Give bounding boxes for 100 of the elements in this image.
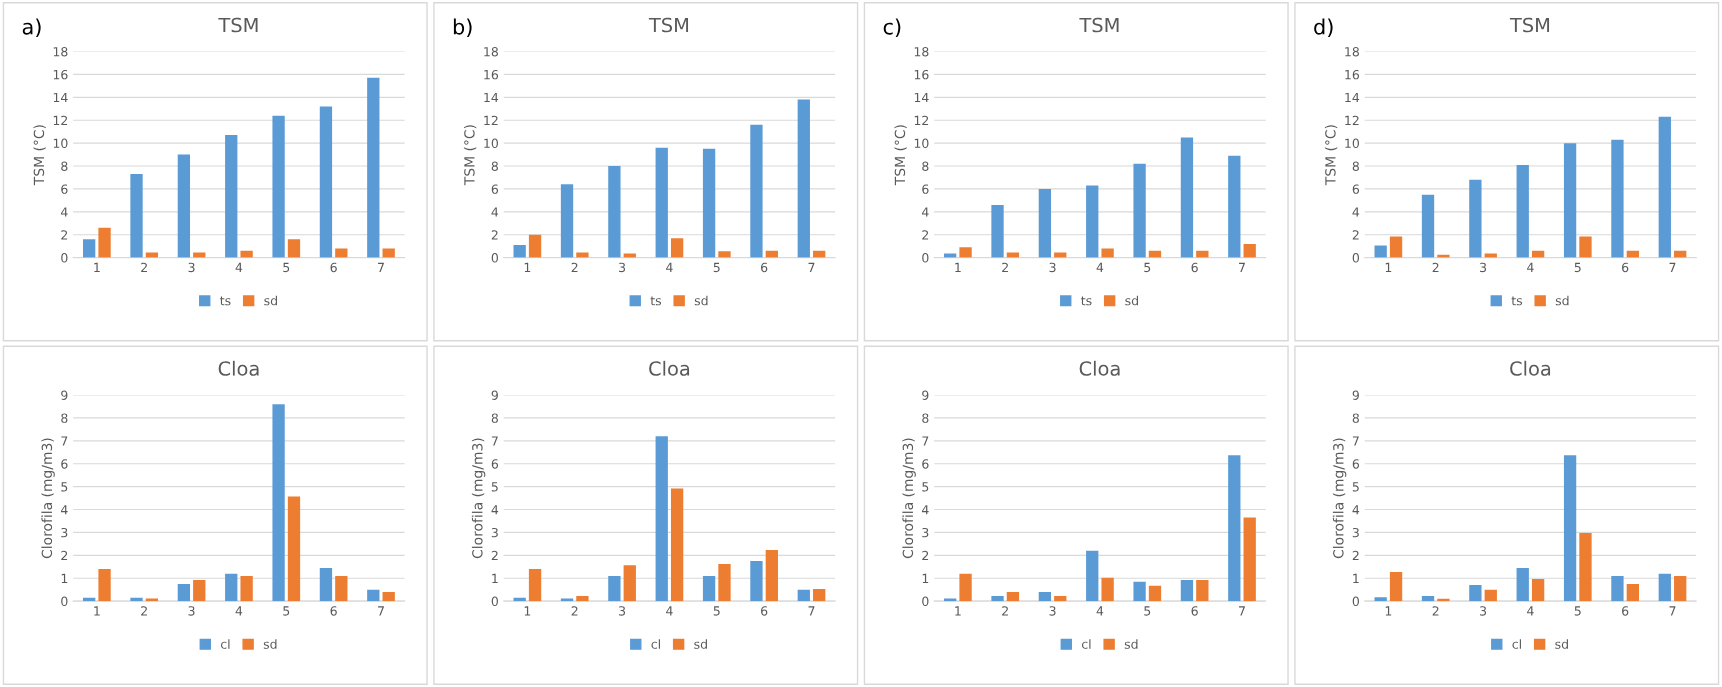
bar	[1006, 591, 1020, 602]
x-tick-label: 7	[1669, 606, 1676, 616]
y-tick-label: 2	[491, 550, 498, 561]
y-tick-label: 3	[491, 527, 498, 538]
bar	[145, 252, 159, 258]
x-tick-label: 6	[1191, 262, 1198, 273]
y-tick-label: 0	[491, 253, 498, 263]
bar	[1243, 517, 1256, 602]
bar	[1469, 179, 1482, 258]
bar	[225, 573, 238, 602]
y-tick-label: 2	[1352, 550, 1359, 561]
bar	[272, 115, 285, 258]
x-tick-label: 3	[619, 262, 626, 273]
x-tick-label: 1	[1385, 262, 1392, 272]
bar	[335, 575, 348, 602]
legend-label: ts	[1511, 296, 1523, 306]
y-tick-label: 16	[914, 69, 929, 80]
bar	[240, 250, 253, 258]
bar	[1101, 577, 1114, 602]
bar	[319, 567, 333, 602]
x-tick-label: 5	[713, 262, 720, 273]
bar	[1101, 248, 1114, 258]
bar	[193, 252, 206, 258]
y-tick-label: 0	[491, 596, 498, 607]
y-tick-label: 4	[491, 505, 499, 515]
y-tick-label: 8	[1352, 413, 1359, 423]
bar	[1054, 596, 1067, 602]
bar	[1180, 580, 1194, 602]
bar	[367, 77, 380, 258]
bar	[560, 598, 574, 602]
bar	[528, 569, 542, 602]
bar	[944, 598, 957, 602]
chart-title: TSM	[1079, 17, 1119, 33]
bar	[513, 245, 526, 258]
bar	[272, 404, 285, 602]
y-axis-title: TSM (°C)	[1324, 125, 1338, 186]
legend-label: ts	[650, 296, 662, 306]
bar	[1374, 597, 1387, 602]
y-tick-label: 1	[492, 573, 498, 583]
bar	[1196, 580, 1209, 602]
x-tick-label: 1	[955, 606, 961, 616]
bar	[1579, 236, 1592, 258]
y-tick-label: 14	[484, 92, 499, 103]
y-tick-label: 12	[484, 115, 498, 125]
x-tick-label: 6	[1622, 262, 1629, 273]
bar	[287, 496, 301, 602]
x-tick-label: 2	[1432, 262, 1439, 272]
chart-title: Cloa	[218, 360, 259, 376]
legend-label: cl	[651, 639, 660, 649]
bar	[1484, 589, 1497, 602]
y-axis-title: TSM (°C)	[894, 125, 907, 186]
x-tick-label: 6	[330, 606, 337, 616]
y-tick-label: 16	[484, 69, 499, 80]
x-tick-label: 1	[524, 606, 531, 616]
x-tick-label: 2	[1002, 262, 1008, 272]
x-tick-label: 4	[1096, 262, 1104, 272]
y-tick-label: 6	[1352, 459, 1360, 469]
x-tick-label: 2	[1002, 606, 1008, 616]
x-tick-label: 5	[283, 606, 290, 616]
x-tick-label: 5	[713, 606, 720, 616]
y-tick-label: 7	[61, 436, 68, 446]
legend-label: sd	[1125, 295, 1138, 306]
bar	[1563, 455, 1577, 602]
x-tick-label: 4	[1527, 606, 1534, 616]
x-tick-label: 7	[808, 262, 815, 272]
y-tick-label: 4	[60, 505, 68, 515]
bar	[177, 583, 191, 602]
bar	[1611, 575, 1624, 602]
bar	[813, 588, 826, 602]
bar	[1133, 163, 1146, 258]
x-tick-label: 2	[141, 606, 147, 616]
y-tick-label: 12	[1345, 115, 1359, 125]
bar	[1626, 583, 1639, 602]
text: a)	[22, 18, 41, 38]
legend-label: sd	[1555, 639, 1568, 649]
legend-label: sd	[694, 295, 708, 306]
x-tick-label: 5	[1144, 606, 1151, 616]
y-tick-label: 8	[61, 413, 68, 423]
bar	[1054, 252, 1067, 258]
bar	[1243, 243, 1256, 258]
bar	[718, 251, 731, 258]
bar	[1531, 578, 1545, 602]
chart-title: Cloa	[649, 360, 690, 376]
bar	[1038, 591, 1052, 602]
y-tick-label: 0	[61, 596, 68, 607]
y-tick-label: 9	[922, 390, 929, 400]
bar	[1516, 164, 1529, 258]
x-tick-label: 5	[1144, 262, 1151, 273]
y-tick-label: 18	[53, 47, 68, 57]
bar	[1469, 585, 1482, 602]
x-tick-label: 3	[1480, 606, 1487, 616]
legend-label: ts	[1081, 296, 1092, 306]
y-tick-label: 5	[922, 482, 929, 492]
y-tick-label: 14	[1345, 92, 1360, 103]
bar	[1658, 573, 1671, 602]
y-tick-label: 2	[922, 230, 929, 240]
y-tick-label: 2	[491, 230, 498, 240]
y-axis-title: TSM (°C)	[463, 125, 477, 186]
y-tick-label: 12	[914, 115, 929, 125]
chart-title: Cloa	[1079, 360, 1120, 376]
